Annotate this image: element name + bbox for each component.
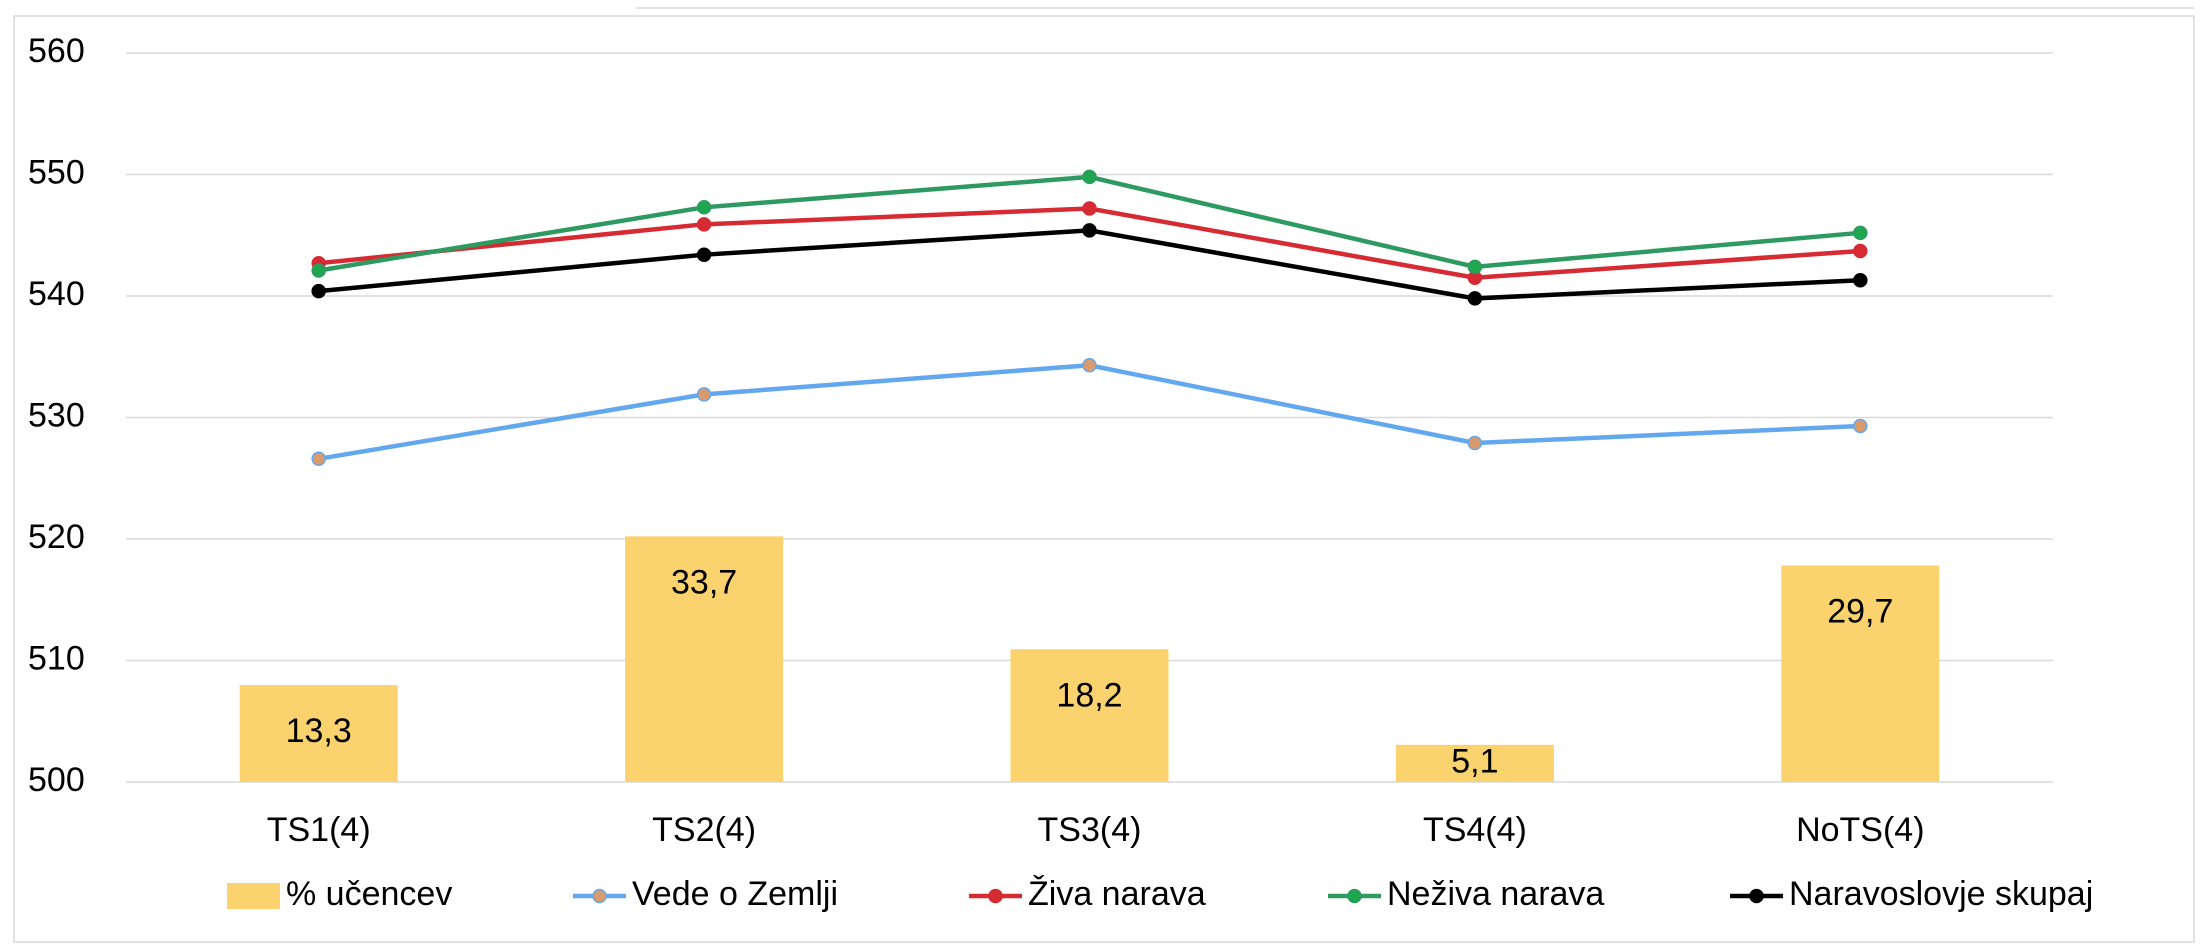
legend-label: Vede o Zemlji xyxy=(632,875,838,913)
marker xyxy=(1853,243,1868,259)
data-label: 5,1 xyxy=(1451,742,1498,780)
y-tick-label: 550 xyxy=(28,153,85,191)
legend-label: Naravoslovje skupaj xyxy=(1789,875,2093,913)
x-tick-label: NoTS(4) xyxy=(1796,811,1924,849)
bar xyxy=(1395,744,1554,782)
marker xyxy=(1853,225,1868,241)
y-tick-label: 500 xyxy=(28,761,85,799)
legend-marker xyxy=(1749,888,1764,904)
marker xyxy=(1082,358,1097,373)
bar xyxy=(239,685,398,782)
data-label: 29,7 xyxy=(1827,592,1893,630)
y-tick-label: 520 xyxy=(28,518,85,556)
marker xyxy=(1467,435,1483,451)
y-tick-label: 540 xyxy=(28,275,85,313)
x-tick-label: TS2(4) xyxy=(652,811,756,849)
marker xyxy=(696,217,712,232)
marker xyxy=(1467,259,1483,275)
bar xyxy=(1781,565,1940,782)
y-tick-label: 510 xyxy=(28,639,85,677)
data-label: 13,3 xyxy=(286,712,352,750)
marker xyxy=(1082,169,1097,185)
marker xyxy=(696,387,712,402)
marker xyxy=(1082,201,1097,216)
legend-label: % učencev xyxy=(286,875,452,913)
legend-marker xyxy=(1347,888,1362,904)
marker xyxy=(1082,223,1097,238)
x-tick-label: TS3(4) xyxy=(1038,811,1142,849)
marker xyxy=(696,200,712,215)
marker xyxy=(1853,418,1868,434)
y-tick-label: 560 xyxy=(28,32,85,70)
legend-swatch xyxy=(227,883,280,909)
y-tick-label: 530 xyxy=(28,396,85,434)
marker xyxy=(696,247,712,262)
legend-label: Živa narava xyxy=(1028,875,1206,913)
marker xyxy=(311,451,326,467)
chart-frame xyxy=(13,15,2195,943)
marker xyxy=(1467,291,1483,306)
data-label: 18,2 xyxy=(1056,676,1122,714)
marker xyxy=(1853,272,1868,288)
bar xyxy=(625,536,784,782)
x-tick-label: TS1(4) xyxy=(267,811,371,849)
legend-label: Neživa narava xyxy=(1387,875,1604,913)
x-tick-label: TS4(4) xyxy=(1423,811,1527,849)
marker xyxy=(311,283,326,299)
bar xyxy=(1010,649,1169,782)
data-label: 33,7 xyxy=(671,563,737,601)
legend-marker xyxy=(988,888,1003,904)
marker xyxy=(311,263,326,278)
legend-marker xyxy=(592,888,607,904)
